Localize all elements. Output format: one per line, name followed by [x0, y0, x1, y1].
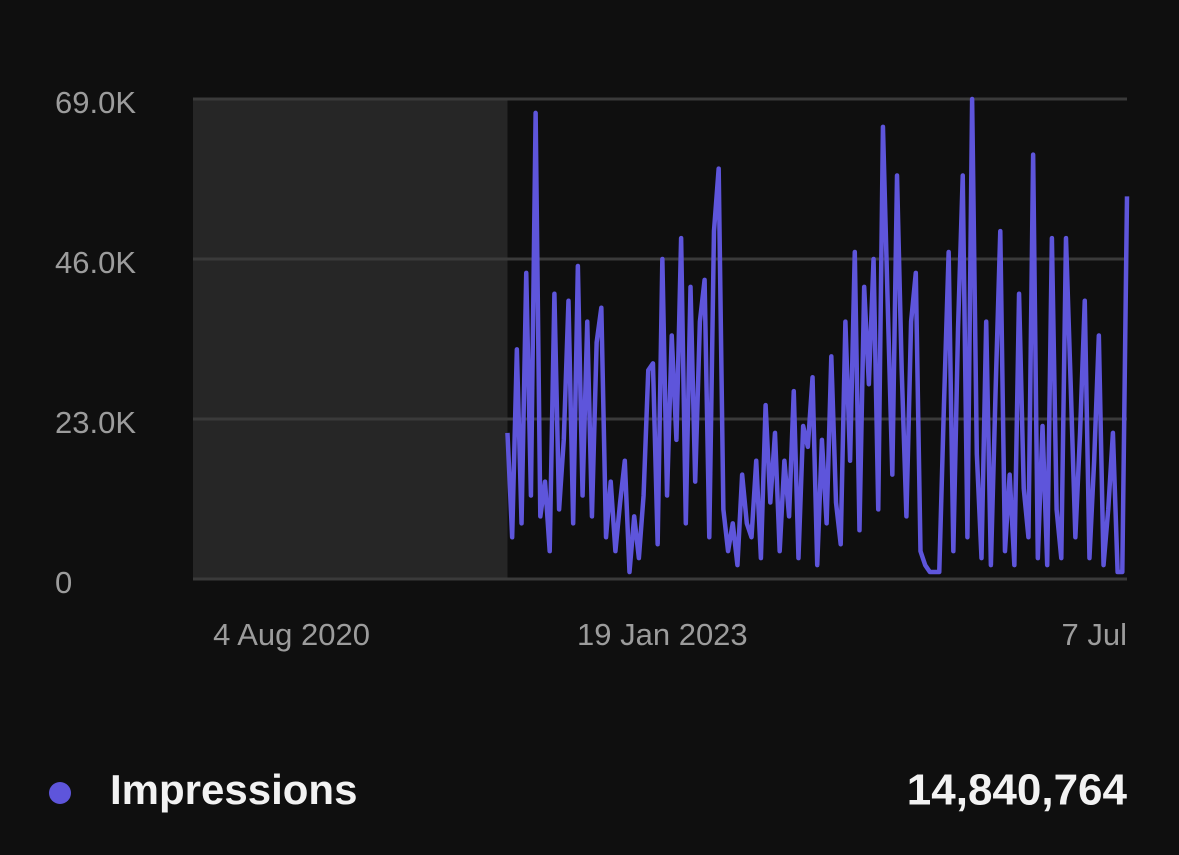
x-tick-label: 19 Jan 2023	[577, 617, 748, 652]
y-tick-label: 69.0K	[55, 85, 136, 120]
legend-marker	[49, 782, 71, 804]
plot-background	[193, 99, 508, 579]
series-line	[505, 96, 1130, 575]
plot	[505, 96, 1130, 575]
total: 14,840,764	[907, 766, 1128, 815]
x-tick-label: 4 Aug 2020	[213, 617, 370, 652]
labels: 0 23.0K 46.0K 69.0K 4 Aug 2020 19 Jan 2023 7 J…	[55, 85, 1127, 652]
y-tick-label: 0	[55, 565, 72, 600]
x-tick-label: 7 Jul	[1062, 617, 1127, 652]
no-data-region	[193, 99, 508, 579]
y-tick-label: 46.0K	[55, 245, 136, 280]
y-tick-label: 23.0K	[55, 405, 136, 440]
legend-label: Impressions	[110, 766, 357, 813]
